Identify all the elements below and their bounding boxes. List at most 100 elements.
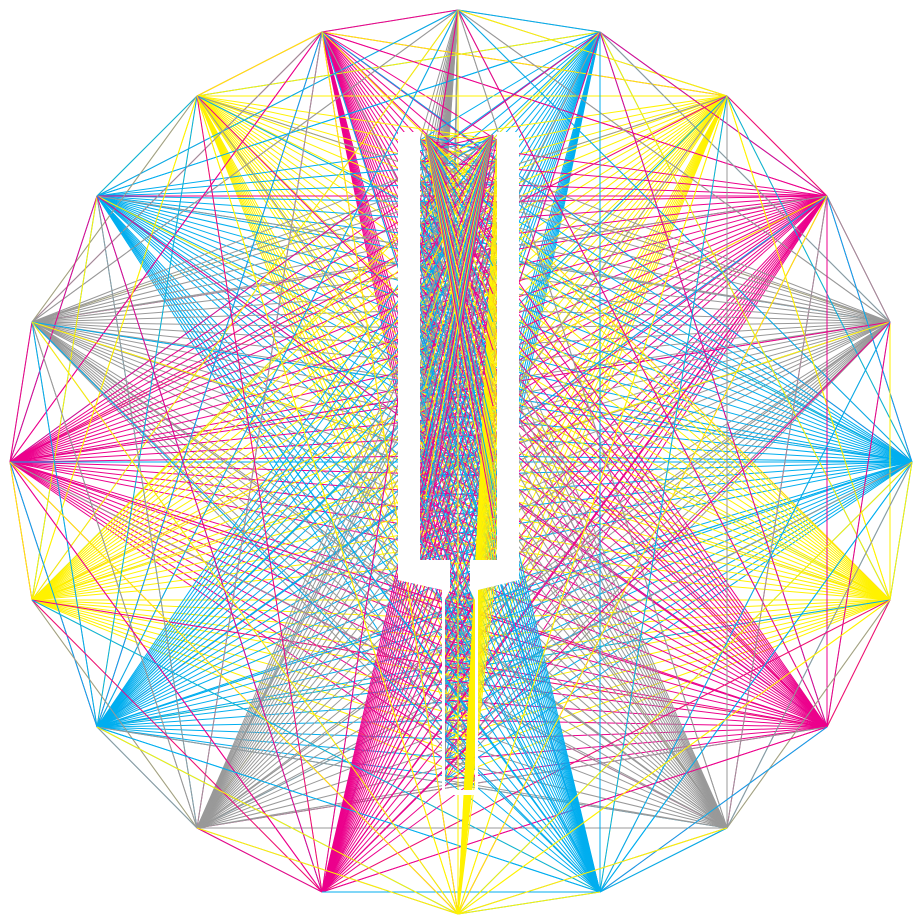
string — [96, 160, 498, 728]
string — [31, 31, 601, 601]
string — [196, 31, 601, 97]
string — [9, 461, 98, 728]
string — [444, 639, 728, 829]
string — [444, 461, 913, 681]
string — [424, 134, 494, 323]
string — [419, 433, 601, 893]
string — [321, 328, 498, 893]
string — [31, 599, 198, 829]
string — [196, 370, 498, 829]
string — [321, 779, 476, 893]
string — [31, 599, 476, 721]
string — [444, 739, 728, 829]
string — [196, 95, 913, 463]
string — [9, 31, 323, 463]
string — [424, 134, 494, 249]
fork-gap-right — [497, 132, 519, 560]
string — [9, 461, 476, 681]
string — [424, 134, 494, 393]
string — [599, 827, 728, 893]
string — [457, 9, 891, 323]
string — [457, 9, 913, 463]
string — [444, 95, 728, 761]
string — [444, 31, 601, 601]
string — [424, 134, 494, 225]
string — [9, 461, 323, 893]
string — [321, 538, 498, 893]
string — [96, 223, 498, 728]
string — [444, 461, 913, 661]
string — [321, 496, 498, 893]
string — [444, 599, 891, 621]
fork-stem — [398, 540, 519, 795]
string — [96, 95, 198, 197]
string — [96, 195, 498, 414]
string — [196, 726, 828, 829]
string — [457, 9, 728, 97]
string — [444, 699, 728, 829]
string — [444, 639, 828, 728]
string — [419, 95, 728, 141]
string — [31, 31, 323, 323]
string — [96, 9, 459, 728]
string — [457, 599, 891, 915]
string — [726, 95, 913, 463]
string — [444, 195, 828, 681]
string — [96, 95, 198, 728]
string — [9, 461, 728, 829]
string — [96, 195, 498, 267]
string — [9, 461, 476, 761]
string — [96, 195, 601, 893]
string — [444, 321, 891, 641]
string — [96, 726, 601, 893]
string — [424, 134, 494, 281]
string — [424, 134, 494, 239]
string — [599, 726, 828, 893]
string — [31, 599, 476, 781]
string — [321, 31, 728, 97]
string — [96, 195, 498, 309]
string — [419, 433, 728, 829]
string — [321, 31, 913, 463]
string — [826, 195, 891, 323]
string — [419, 195, 828, 246]
string — [726, 95, 828, 197]
string — [321, 599, 891, 893]
string — [196, 496, 498, 829]
string — [726, 461, 913, 829]
string — [424, 134, 494, 291]
string — [196, 433, 498, 829]
string — [826, 599, 891, 728]
string — [196, 95, 323, 893]
string — [424, 134, 494, 365]
string — [457, 827, 728, 915]
string — [444, 599, 601, 893]
string — [419, 349, 601, 893]
string — [31, 599, 601, 893]
string — [457, 461, 913, 915]
string — [196, 95, 891, 323]
string — [444, 679, 728, 829]
string — [321, 699, 476, 893]
string — [96, 195, 498, 351]
string — [444, 461, 913, 781]
string — [419, 559, 828, 728]
string — [31, 321, 601, 893]
string — [321, 517, 498, 893]
string — [444, 679, 828, 728]
string — [196, 639, 476, 829]
string — [96, 726, 198, 829]
string — [424, 134, 494, 267]
string — [424, 134, 494, 389]
string — [321, 31, 728, 829]
string — [726, 195, 828, 829]
string — [321, 31, 891, 601]
string — [424, 134, 494, 533]
string — [196, 827, 459, 915]
string — [9, 461, 476, 661]
string — [321, 599, 476, 893]
string — [96, 307, 498, 728]
string — [96, 195, 498, 477]
string — [424, 134, 494, 407]
string — [321, 31, 601, 893]
